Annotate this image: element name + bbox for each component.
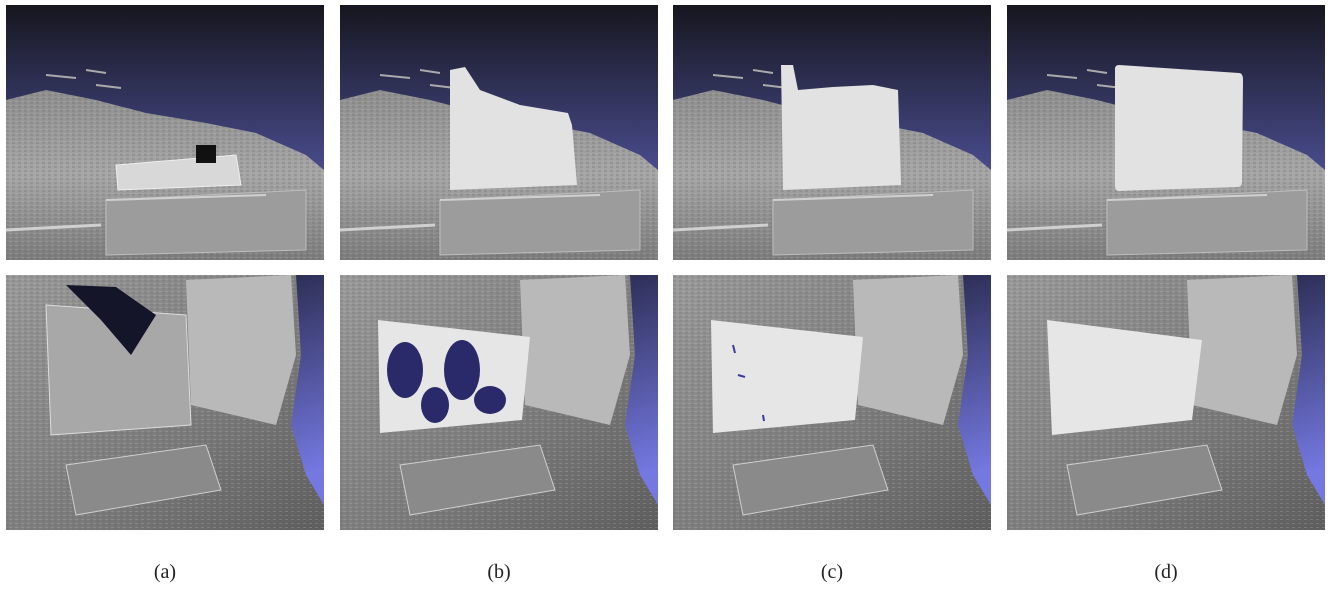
top-image bbox=[6, 5, 324, 260]
top-image bbox=[340, 5, 658, 260]
hole bbox=[444, 340, 480, 400]
hole bbox=[421, 387, 449, 423]
hole bbox=[387, 342, 423, 398]
bottom-image bbox=[340, 275, 658, 530]
plane bbox=[711, 320, 863, 433]
panel-label: (d) bbox=[1154, 561, 1177, 583]
panel-label: (c) bbox=[821, 561, 843, 583]
figure: (a) (b) (c) (d) bbox=[0, 0, 1330, 586]
page: (a)(b)(c)(d) (() => { const data = JSON.… bbox=[0, 0, 1330, 586]
hole bbox=[196, 145, 216, 163]
bottom-image bbox=[673, 275, 991, 530]
wall-panel bbox=[520, 275, 630, 425]
plane bbox=[1047, 320, 1202, 435]
wall-panel bbox=[853, 275, 963, 425]
panel-label: (b) bbox=[487, 561, 510, 583]
wall-panel bbox=[186, 275, 296, 425]
bottom-image bbox=[6, 275, 324, 530]
bottom-image bbox=[1007, 275, 1325, 530]
top-image bbox=[673, 5, 991, 260]
panel-grid: (a) (b) (c) (d) bbox=[6, 5, 1325, 583]
top-image bbox=[1007, 5, 1325, 260]
hole-crack bbox=[763, 415, 764, 421]
wall-panel bbox=[1187, 275, 1297, 425]
panel-label: (a) bbox=[154, 561, 176, 583]
hole bbox=[474, 386, 506, 414]
plane bbox=[1115, 65, 1243, 191]
